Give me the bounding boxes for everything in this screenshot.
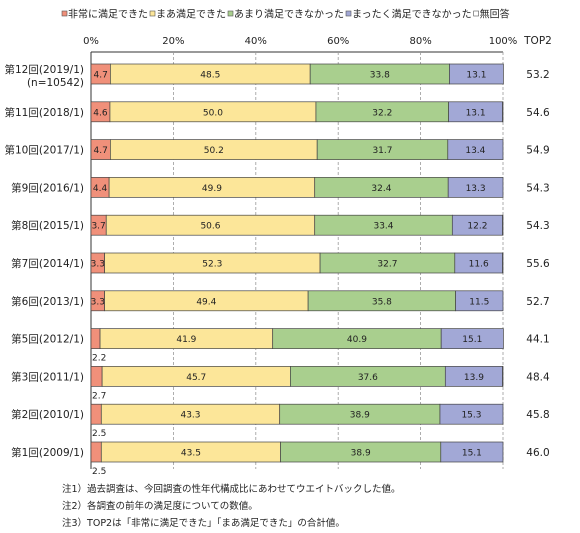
bar-r9-s1 (90, 366, 103, 387)
value-label-r2-s3: 32.2 (372, 108, 392, 118)
x-tick-label-6: 100% (489, 36, 518, 47)
footnote-3: 注3）TOP2は「非常に満足できた」「まあ満足できた」の合計値。 (62, 518, 345, 529)
legend-swatch-3 (227, 10, 234, 17)
value-label-r2-s1: 4.6 (93, 108, 108, 118)
value-label-r10-s3: 38.9 (350, 411, 370, 421)
value-label-r9-s4: 13.9 (464, 373, 484, 383)
category-label-5: 第8回(2015/1) (11, 219, 84, 232)
value-label-r6-s1: 3.3 (91, 260, 105, 270)
bar-r3-s4 (447, 139, 504, 160)
legend-swatch-2 (149, 10, 156, 17)
top2-value-9: 48.4 (526, 371, 550, 383)
value-label-r3-s2: 50.2 (204, 146, 224, 156)
x-tick-label-5: 80% (409, 36, 431, 47)
top2-value-3: 54.9 (526, 145, 549, 157)
value-label-r10-s2: 43.3 (180, 411, 200, 421)
value-label-r7-s2: 49.4 (196, 297, 216, 307)
value-label-r3-s3: 31.7 (372, 146, 392, 156)
stacked-bar-chart: 非常に満足できた まあ満足できた あまり満足できなかった まったく満足できなかった 無回… (5, 8, 552, 478)
bar-r4-s4 (447, 177, 504, 198)
top2-value-5: 54.3 (526, 220, 549, 232)
x-tick-label-3: 40% (245, 36, 267, 47)
category-label-9: 第3回(2011/1) (11, 370, 84, 383)
footnote-2: 注2）各調査の前年の満足度についての数値。 (62, 501, 258, 512)
value-label-r1-s3: 33.8 (370, 71, 390, 81)
top2-value-7: 52.7 (526, 296, 549, 308)
top2-value-8: 44.1 (526, 334, 549, 346)
value-label-r6-s4: 11.6 (469, 260, 489, 270)
value-label-r11-s1: 2.5 (92, 467, 106, 477)
category-label-1: 第12回(2019/1) (5, 63, 85, 76)
value-label-r7-s4: 11.5 (469, 297, 489, 307)
category-label-6: 第7回(2014/1) (11, 257, 84, 270)
legend-label-5: 無回答 (480, 8, 510, 21)
value-label-r1-s4: 13.1 (466, 71, 486, 81)
category-label-8: 第5回(2012/1) (11, 333, 84, 346)
value-label-r4-s1: 4.4 (93, 184, 108, 194)
top2-header: TOP2 (523, 35, 552, 47)
top2-value-6: 55.6 (526, 258, 550, 270)
value-label-r5-s4: 12.2 (467, 222, 487, 232)
top2-value-10: 45.8 (526, 409, 549, 421)
top2-value-11: 46.0 (526, 447, 549, 459)
value-label-r2-s4: 13.1 (466, 108, 486, 118)
legend-label-3: あまり満足できなかった (234, 9, 344, 21)
value-label-r10-s4: 15.3 (461, 411, 481, 421)
value-label-r11-s2: 43.5 (181, 449, 201, 459)
value-label-r5-s2: 50.6 (200, 222, 220, 232)
footnote-1: 注1）過去調査は、今回調査の性年代構成比にあわせてウエイトバックした値。 (62, 484, 401, 495)
bar-r8-s4 (440, 328, 504, 349)
value-label-r11-s4: 15.1 (462, 449, 482, 459)
value-label-r4-s4: 13.3 (466, 184, 486, 194)
top2-value-4: 54.3 (526, 182, 549, 194)
value-label-r4-s3: 32.4 (371, 184, 391, 194)
bar-r10-s1 (90, 403, 102, 425)
value-label-r6-s2: 52.3 (202, 260, 222, 270)
category-label-2: 第11回(2018/1) (5, 106, 85, 119)
value-label-r9-s3: 37.6 (358, 373, 378, 383)
value-label-r9-s1: 2.7 (92, 391, 106, 401)
bar-r11-s4 (440, 441, 504, 463)
category-sublabel-1: (n=10542) (27, 77, 84, 89)
x-tick-label-1: 0% (83, 36, 99, 47)
category-label-10: 第2回(2010/1) (11, 408, 84, 421)
x-tick-label-4: 60% (327, 36, 349, 47)
value-label-r2-s2: 50.0 (203, 108, 223, 118)
legend-label-1: 非常に満足できた (68, 8, 148, 21)
legend-swatch-4 (345, 10, 352, 17)
legend-swatch-5 (473, 10, 479, 17)
value-label-r8-s3: 40.9 (347, 335, 367, 345)
legend-swatch-1 (61, 10, 68, 17)
top2-value-1: 53.2 (526, 69, 549, 81)
category-label-4: 第9回(2016/1) (11, 181, 84, 194)
value-label-r11-s3: 38.9 (351, 449, 371, 459)
category-label-11: 第1回(2009/1) (11, 446, 84, 459)
category-label-7: 第6回(2013/1) (11, 295, 84, 308)
category-label-3: 第10回(2017/1) (5, 144, 85, 157)
top2-value-2: 54.6 (526, 107, 550, 119)
value-label-r3-s1: 4.7 (94, 146, 108, 156)
legend-label-2: まあ満足できた (156, 9, 226, 21)
value-label-r10-s1: 2.5 (92, 429, 106, 439)
bar-r1-s4 (449, 63, 504, 85)
value-label-r3-s4: 13.4 (465, 146, 485, 156)
value-label-r5-s1: 3.7 (91, 222, 105, 232)
bar-r8-s1 (90, 328, 101, 349)
value-label-r4-s2: 49.9 (202, 184, 222, 194)
value-label-r5-s3: 33.4 (373, 222, 393, 232)
legend-label-4: まったく満足できなかった (352, 9, 472, 21)
bar-r10-s4 (439, 403, 504, 425)
value-label-r8-s1: 2.2 (92, 354, 106, 364)
value-label-r8-s4: 15.1 (462, 335, 482, 345)
value-label-r1-s1: 4.7 (94, 71, 108, 81)
bar-r7-s4 (455, 290, 504, 312)
value-label-r7-s1: 3.3 (91, 297, 105, 307)
value-label-r7-s3: 35.8 (372, 297, 392, 307)
value-label-r8-s2: 41.9 (176, 335, 196, 345)
value-label-r1-s2: 48.5 (200, 71, 220, 81)
x-tick-label-2: 20% (162, 36, 184, 47)
bar-r11-s1 (90, 441, 102, 463)
value-label-r6-s3: 32.7 (377, 260, 397, 270)
value-label-r9-s2: 45.7 (186, 373, 206, 383)
